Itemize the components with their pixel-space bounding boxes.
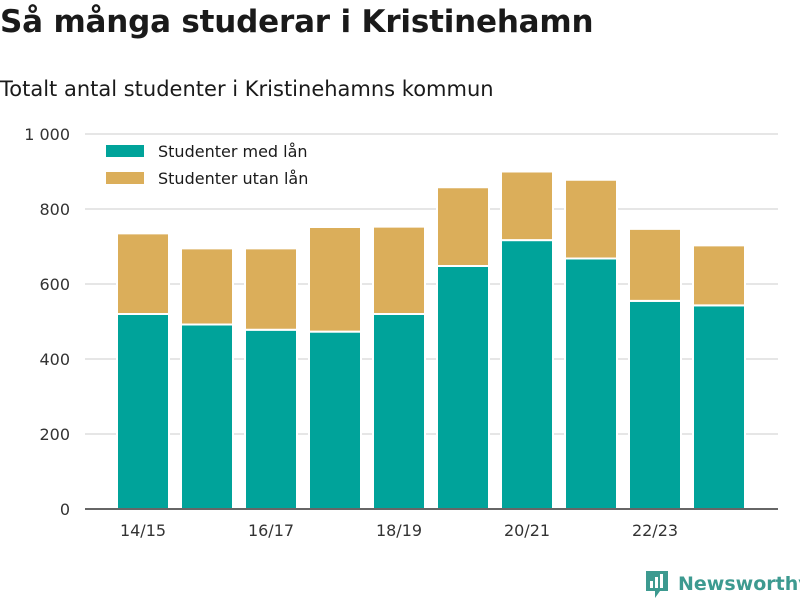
y-tick-label: 1 000	[24, 125, 70, 144]
y-tick-label: 600	[39, 275, 70, 294]
legend-swatch	[106, 172, 144, 184]
bar-segment-utan-lan	[372, 225, 426, 315]
legend-swatch	[106, 145, 144, 157]
bar-segment-med-lan	[564, 257, 618, 510]
legend: Studenter med lån Studenter utan lån	[97, 137, 329, 194]
bar-segment-utan-lan	[116, 232, 170, 315]
bar-segment-med-lan	[308, 330, 362, 510]
bar-segment-med-lan	[372, 313, 426, 510]
bar-segment-med-lan	[692, 304, 746, 510]
x-axis: 14/15 16/17 18/19 20/21 22/23	[85, 508, 778, 540]
newsworthy-brand: Newsworthy	[644, 568, 800, 600]
chart-subtitle: Totalt antal studenter i Kristinehamns k…	[0, 77, 494, 101]
y-tick-label: 200	[39, 425, 70, 444]
bar-segment-med-lan	[116, 313, 170, 510]
bar-segment-utan-lan	[500, 170, 554, 242]
newsworthy-logo-icon	[646, 571, 668, 598]
bar-segment-med-lan	[244, 328, 298, 510]
y-tick-label: 800	[39, 200, 70, 219]
chart-title: Så många studerar i Kristinehamn	[0, 4, 594, 40]
bar-segment-med-lan	[180, 323, 234, 510]
bar-segment-med-lan	[628, 299, 682, 510]
bar-segment-utan-lan	[308, 226, 362, 333]
x-tick-label: 18/19	[376, 521, 422, 540]
x-tick-label: 20/21	[504, 521, 550, 540]
x-tick-label: 14/15	[120, 521, 166, 540]
y-axis: 0 200 400 600 800 1 000	[24, 125, 70, 519]
bar-segment-med-lan	[436, 265, 490, 510]
legend-label: Studenter utan lån	[158, 169, 308, 188]
bar-segment-utan-lan	[180, 247, 234, 326]
bar-segment-utan-lan	[436, 186, 490, 267]
bars	[116, 170, 746, 510]
bar-segment-utan-lan	[244, 247, 298, 331]
y-tick-label: 0	[60, 500, 70, 519]
bar-segment-med-lan	[500, 239, 554, 510]
x-tick-label: 22/23	[632, 521, 678, 540]
bar-segment-utan-lan	[564, 178, 618, 260]
brand-name: Newsworthy	[678, 573, 800, 595]
legend-label: Studenter med lån	[158, 142, 308, 161]
bar-segment-utan-lan	[628, 227, 682, 302]
x-tick-label: 16/17	[248, 521, 294, 540]
y-tick-label: 400	[39, 350, 70, 369]
bar-segment-utan-lan	[692, 244, 746, 307]
